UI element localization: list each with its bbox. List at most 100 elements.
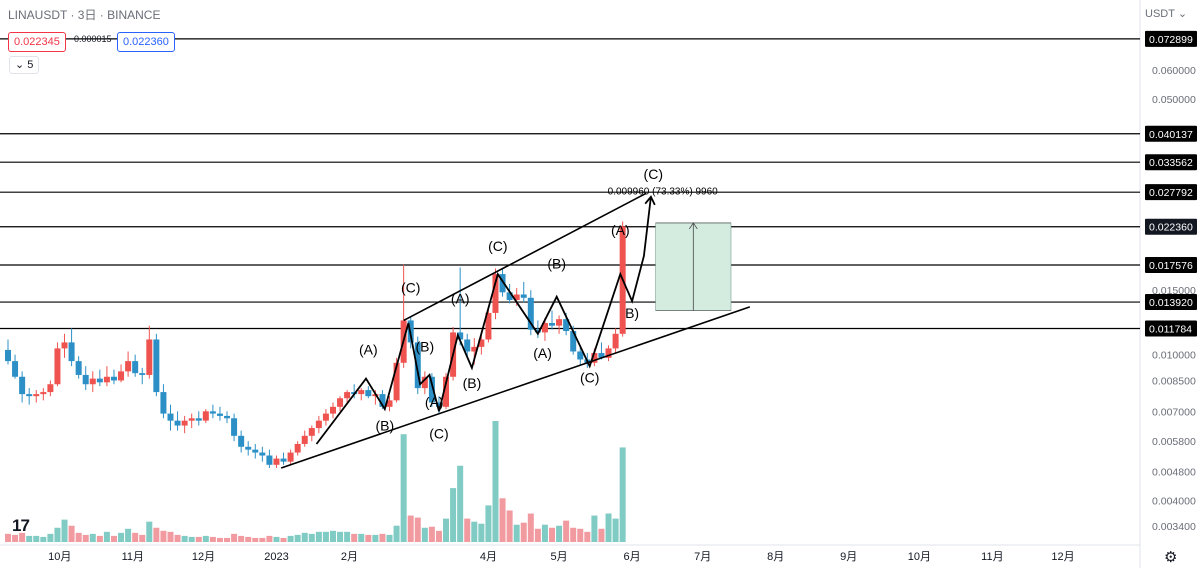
- currency-selector[interactable]: USDT ⌄: [1145, 7, 1187, 20]
- bid-price-box[interactable]: 0.022345: [8, 32, 66, 52]
- volume-bar: [294, 534, 301, 542]
- y-tick-label: 0.003400: [1152, 521, 1196, 533]
- candle-body: [534, 329, 541, 333]
- candle-body: [322, 413, 329, 421]
- volume-bar: [372, 534, 379, 542]
- candle-body: [598, 353, 605, 358]
- candle-body: [393, 362, 400, 401]
- volume-bar: [386, 534, 393, 542]
- volume-bar: [471, 521, 478, 542]
- gear-icon[interactable]: ⚙: [1164, 549, 1178, 566]
- candle-body: [478, 339, 485, 347]
- volume-bar: [541, 524, 548, 542]
- candle-body: [605, 348, 612, 358]
- volume-bar: [421, 527, 428, 542]
- x-tick-label: 11月: [122, 551, 144, 563]
- x-tick-label: 6月: [624, 551, 641, 563]
- volume-bar: [139, 534, 146, 542]
- volume-bar: [344, 531, 351, 542]
- volume-bar: [450, 488, 457, 542]
- candle-body: [499, 274, 506, 293]
- volume-bar: [435, 530, 442, 542]
- candle-body: [125, 361, 132, 372]
- volume-bar: [506, 510, 513, 542]
- price-level-tag: [1145, 320, 1197, 337]
- volume-bar: [26, 535, 33, 542]
- candle-body: [280, 458, 287, 462]
- candle-body: [556, 319, 563, 326]
- volume-bar: [132, 532, 139, 542]
- volume-bar: [167, 531, 174, 542]
- candle-body: [82, 374, 89, 385]
- ask-price-box[interactable]: 0.022360: [117, 32, 175, 52]
- candle-body: [252, 449, 259, 453]
- volume-bar: [308, 533, 315, 542]
- candle-body: [209, 411, 216, 414]
- candle-body: [308, 428, 315, 436]
- volume-bar: [231, 533, 238, 542]
- wave-label: (A): [451, 290, 470, 306]
- x-tick-label: 12月: [192, 551, 215, 563]
- candle-body: [315, 420, 322, 429]
- candle-body: [273, 458, 280, 465]
- volume-bar: [174, 534, 181, 542]
- x-tick-label: 11月: [981, 551, 1003, 563]
- candle-body: [337, 398, 344, 407]
- volume-bar: [570, 527, 577, 542]
- volume-bar: [563, 520, 570, 542]
- candle-body: [485, 312, 492, 340]
- volume-bar: [358, 533, 365, 542]
- volume-bar: [216, 537, 223, 542]
- volume-bar: [549, 527, 556, 542]
- price-level-tag: [1145, 256, 1197, 273]
- candle-body: [238, 435, 245, 447]
- volume-bar: [195, 536, 202, 542]
- x-tick-label: 9月: [840, 551, 857, 563]
- volume-bar: [259, 537, 266, 542]
- price-level-tag-text: 0.022360: [1149, 222, 1193, 234]
- candle-body: [33, 394, 40, 397]
- volume-bar: [443, 518, 450, 542]
- candle-body: [89, 378, 96, 385]
- candle-body: [5, 349, 11, 362]
- volume-bar: [252, 537, 259, 542]
- indicator-collapse-button[interactable]: ⌄ 5: [9, 56, 40, 74]
- candle-body: [379, 394, 386, 407]
- candle-body: [386, 400, 393, 407]
- volume-bar: [534, 528, 541, 542]
- candle-body: [40, 392, 47, 395]
- volume-bar: [33, 535, 40, 542]
- y-tick-label: 0.005800: [1152, 436, 1196, 448]
- volume-bar: [499, 498, 506, 542]
- x-tick-label: 12月: [1051, 551, 1074, 563]
- candle-body: [287, 452, 294, 462]
- wave-label: (B): [547, 255, 566, 271]
- volume-bar: [457, 465, 464, 542]
- candle-body: [153, 339, 160, 393]
- volume-bar: [322, 531, 329, 542]
- volume-bar: [329, 530, 336, 542]
- tradingview-logo-icon[interactable]: 17: [12, 516, 30, 535]
- candle-body: [577, 351, 584, 360]
- volume-bar: [612, 518, 619, 542]
- candle-body: [110, 376, 117, 381]
- channel-trendline: [280, 306, 751, 469]
- volume-bar: [209, 536, 216, 542]
- symbol-line[interactable]: LINAUSDT · 3日 · BINANCE: [8, 8, 161, 22]
- projection-arrow-head: [688, 222, 698, 230]
- candle-body: [301, 435, 308, 444]
- volume-bar: [513, 524, 520, 542]
- volume-bar: [47, 533, 54, 542]
- candle-body: [421, 376, 428, 389]
- wave-label: (C): [644, 166, 663, 182]
- candle-body: [541, 323, 548, 333]
- volume-bar: [188, 536, 195, 542]
- candle-body: [202, 411, 209, 421]
- volume-bar: [202, 535, 209, 542]
- chevron-down-icon: ⌄: [15, 59, 25, 71]
- candle-body: [513, 294, 520, 301]
- volume-bar: [40, 536, 47, 542]
- wave-label: (A): [611, 222, 630, 238]
- candle-body: [471, 346, 478, 352]
